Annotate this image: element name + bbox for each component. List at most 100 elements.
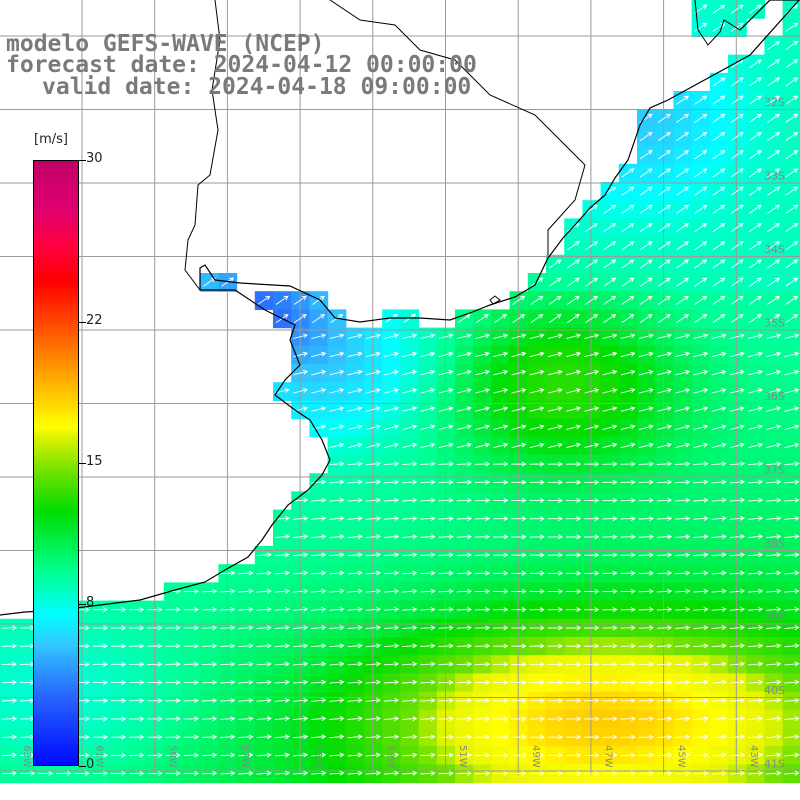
- wind-arrow: [311, 351, 327, 358]
- wind-arrow: [529, 607, 545, 613]
- wind-arrow: [749, 168, 762, 178]
- wind-arrow: [766, 333, 782, 339]
- wind-arrow: [767, 131, 781, 141]
- wind-arrow: [712, 168, 726, 178]
- wind-arrow: [474, 734, 491, 740]
- wind-arrow: [730, 22, 744, 32]
- wind-arrow: [675, 424, 691, 430]
- wind-arrow: [766, 442, 782, 449]
- wind-arrow: [766, 424, 782, 430]
- wind-arrow: [147, 716, 163, 722]
- wind-arrow: [711, 534, 727, 539]
- colorbar-tick-label: 22: [86, 312, 103, 328]
- wind-arrow: [474, 552, 491, 558]
- wind-arrow: [584, 388, 600, 394]
- wind-arrow: [474, 661, 491, 667]
- wind-arrow: [420, 406, 436, 412]
- wind-arrow: [711, 570, 727, 576]
- wind-arrow: [693, 333, 709, 339]
- wind-arrow: [420, 479, 436, 485]
- wind-arrow: [639, 313, 653, 323]
- wind-arrow: [383, 661, 400, 667]
- wind-arrow: [620, 661, 636, 667]
- wind-arrow: [657, 424, 673, 430]
- wind-arrow: [311, 479, 327, 485]
- wind-arrow: [747, 534, 764, 539]
- longitude-label: 59W: [166, 745, 177, 768]
- wind-arrow: [292, 552, 309, 558]
- wind-arrow: [658, 222, 671, 232]
- wind-arrow: [729, 625, 746, 630]
- wind-arrow: [712, 77, 726, 87]
- wind-arrow: [292, 716, 309, 721]
- wind-arrow: [329, 716, 345, 721]
- wind-arrow: [585, 295, 599, 305]
- wind-arrow: [493, 406, 509, 412]
- wind-arrow: [529, 351, 545, 358]
- wind-arrow: [638, 369, 654, 376]
- wind-arrow: [729, 770, 746, 776]
- wind-arrow: [456, 716, 473, 722]
- wind-arrow: [639, 150, 653, 160]
- wind-arrow: [456, 661, 473, 667]
- wind-arrow: [767, 277, 781, 287]
- wind-arrow: [548, 259, 562, 269]
- wind-arrow: [730, 277, 744, 287]
- wind-arrow: [584, 424, 600, 430]
- wind-arrow: [729, 552, 746, 558]
- wind-arrow: [165, 607, 181, 612]
- wind-arrow: [711, 679, 727, 685]
- wind-arrow: [694, 204, 708, 214]
- wind-arrow: [603, 259, 617, 269]
- wind-arrow: [638, 770, 655, 776]
- wind-arrow: [766, 752, 782, 758]
- wind-arrow: [638, 333, 654, 339]
- wind-arrow: [110, 643, 127, 649]
- wind-arrow: [256, 716, 272, 722]
- wind-arrow: [129, 607, 145, 613]
- wind-arrow: [384, 369, 400, 376]
- wind-arrow: [565, 552, 582, 558]
- wind-arrow: [293, 388, 309, 394]
- wind-arrow: [638, 424, 654, 430]
- wind-arrow: [420, 752, 436, 758]
- wind-arrow: [402, 442, 418, 449]
- wind-arrow: [784, 497, 800, 503]
- wind-arrow: [747, 461, 764, 467]
- wind-arrow: [585, 313, 599, 323]
- wind-arrow: [183, 698, 200, 703]
- wind-arrow: [657, 406, 673, 412]
- wind-arrow: [584, 570, 600, 576]
- wind-arrow: [493, 424, 509, 430]
- wind-arrow: [784, 406, 800, 412]
- wind-arrow: [347, 625, 363, 630]
- wind-arrow: [256, 643, 272, 649]
- wind-arrow: [729, 497, 746, 503]
- wind-arrow: [785, 241, 799, 251]
- wind-arrow: [511, 716, 527, 722]
- wind-arrow: [785, 95, 799, 105]
- wind-arrow: [493, 698, 509, 703]
- wind-arrow: [602, 534, 618, 540]
- wind-arrow: [511, 680, 527, 685]
- wind-arrow: [293, 351, 309, 358]
- wind-arrow: [147, 661, 163, 667]
- coastline: [0, 0, 800, 616]
- wind-arrow: [493, 461, 509, 467]
- wind-arrow: [365, 516, 382, 521]
- wind-arrow: [420, 643, 436, 649]
- wind-arrow: [274, 661, 291, 667]
- wind-arrow: [747, 607, 764, 612]
- wind-arrow: [274, 679, 291, 685]
- wind-arrow: [693, 770, 709, 776]
- wind-arrow: [292, 661, 309, 667]
- wind-arrow: [365, 461, 382, 467]
- wind-arrow: [566, 406, 582, 412]
- wind-arrow: [584, 406, 600, 412]
- wind-arrow: [785, 168, 799, 178]
- wind-arrow: [749, 295, 762, 305]
- wind-arrow: [547, 442, 563, 449]
- wind-arrow: [438, 442, 454, 449]
- wind-arrow: [129, 625, 145, 631]
- wind-arrow: [767, 259, 781, 269]
